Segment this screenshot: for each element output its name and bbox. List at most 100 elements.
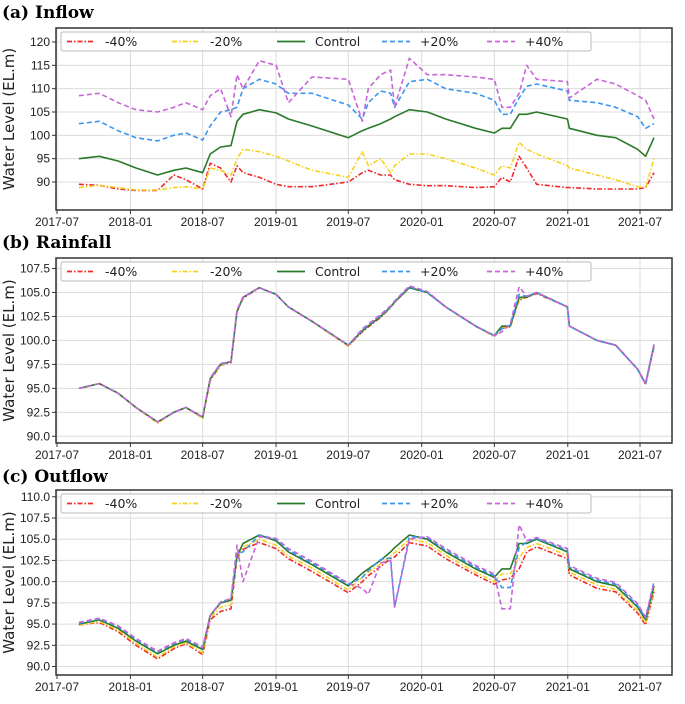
panel-rainfall: (b) Rainfall 2017-07 2018-01 2018-07 2019-0… [0, 233, 673, 462]
y-tick-label: 115 [31, 58, 50, 72]
y-tick-label: 92.5 [27, 405, 51, 419]
x-tick-label: 2021-07 [618, 448, 662, 462]
legend-item: Control [277, 496, 360, 511]
y-axis-label: Water Level (EL.m) [0, 279, 18, 421]
y-axis-label: Water Level (EL.m) [0, 511, 18, 653]
legend-label: +20% [420, 34, 458, 49]
series-line-control [78, 108, 655, 176]
legend-label: +40% [525, 34, 563, 49]
y-tick-label: 105 [30, 105, 50, 119]
y-tick-label: 120 [30, 35, 50, 49]
y-tick-label: 102.5 [20, 309, 50, 323]
legend-box [60, 493, 592, 514]
legend: -40% -20% Control +20% +40% [60, 31, 592, 52]
y-tick-label: 105.0 [20, 532, 50, 546]
series-line-plus40pct [78, 284, 655, 423]
x-tick-label: 2021-01 [546, 215, 590, 229]
legend-item: +20% [382, 264, 458, 279]
x-tick-label: 2018-01 [108, 680, 152, 694]
x-tick-label: 2017-07 [35, 448, 79, 462]
panel-title: (b) Rainfall [2, 233, 112, 253]
y-tick-label: 90.0 [27, 429, 51, 443]
legend-box [60, 31, 592, 52]
legend-label: -40% [105, 496, 137, 511]
x-tick-label: 2020-07 [472, 680, 516, 694]
x-tick-label: 2020-07 [472, 448, 516, 462]
y-tick-label: 100 [30, 128, 50, 142]
legend: -40% -20% Control +20% +40% [60, 261, 592, 282]
y-tick-label: 90.0 [27, 660, 51, 674]
y-tick-label: 110.0 [21, 490, 50, 504]
legend-label: +20% [420, 264, 458, 279]
legend-item: +40% [487, 496, 563, 511]
y-tick-label: 107.5 [20, 511, 50, 525]
y-tick-label: 100.0 [20, 575, 50, 589]
x-tick-label: 2020-01 [400, 680, 444, 694]
legend-item: Control [277, 264, 360, 279]
x-tick-label: 2019-01 [254, 680, 298, 694]
legend-label: +40% [525, 264, 563, 279]
x-tick-label: 2017-07 [35, 215, 79, 229]
y-tick-label: 92.5 [27, 638, 51, 652]
x-tick-label: 2018-07 [181, 215, 225, 229]
legend-label: -20% [210, 264, 242, 279]
series-line-plus40pct [78, 523, 655, 653]
x-tick-label: 2021-07 [618, 680, 662, 694]
x-tick-label: 2020-01 [400, 215, 444, 229]
series-line-plus40pct [78, 57, 655, 123]
plot-frame [55, 27, 673, 211]
legend: -40% -20% Control +20% +40% [60, 493, 592, 514]
x-tick-label: 2019-01 [254, 448, 298, 462]
y-tick-label: 95.0 [27, 617, 51, 631]
legend-item: -20% [172, 496, 242, 511]
y-tick-label: 105.0 [20, 286, 50, 300]
series-line-plus20pct [78, 78, 655, 142]
y-axis-label: Water Level (EL.m) [0, 48, 18, 190]
legend-item: +20% [382, 496, 458, 511]
plot-frame [55, 489, 673, 676]
legend-label: -40% [105, 264, 137, 279]
x-tick-label: 2017-07 [35, 680, 79, 694]
legend-item: +40% [487, 34, 563, 49]
y-tick-label: 100.0 [20, 333, 50, 347]
x-tick-label: 2019-01 [254, 215, 298, 229]
panel-title: (a) Inflow [2, 3, 94, 23]
series-line-minus40pct [78, 541, 655, 660]
legend-item: -40% [67, 34, 137, 49]
x-tick-label: 2021-01 [546, 680, 590, 694]
legend-item: -40% [67, 496, 137, 511]
legend-label: Control [315, 496, 360, 511]
y-tick-label: 95 [37, 152, 51, 166]
series-line-minus20pct [78, 141, 655, 191]
x-tick-label: 2019-07 [326, 215, 370, 229]
plot-area [56, 490, 672, 675]
x-tick-label: 2019-07 [326, 448, 370, 462]
legend-label: Control [315, 264, 360, 279]
x-tick-label: 2018-01 [108, 215, 152, 229]
legend-item: -20% [172, 264, 242, 279]
legend-label: -20% [210, 496, 242, 511]
y-tick-label: 110 [31, 82, 50, 96]
panel-inflow: (a) Inflow 2017-07 2018-01 2018-07 2019-01 2… [0, 3, 673, 229]
series-line-minus20pct [78, 538, 655, 659]
x-tick-label: 2018-01 [108, 448, 152, 462]
series-line-minus40pct [78, 155, 655, 192]
legend-label: Control [315, 34, 360, 49]
x-tick-label: 2020-07 [472, 215, 516, 229]
legend-box [60, 261, 592, 282]
x-tick-label: 2019-07 [326, 680, 370, 694]
legend-item: Control [277, 34, 360, 49]
legend-item: -40% [67, 264, 137, 279]
legend-label: -20% [210, 34, 242, 49]
y-tick-label: 107.5 [20, 262, 50, 276]
legend-label: +40% [525, 496, 563, 511]
legend-item: +20% [382, 34, 458, 49]
x-tick-label: 2018-07 [181, 680, 225, 694]
legend-label: +20% [420, 496, 458, 511]
x-tick-label: 2021-01 [546, 448, 590, 462]
plot-frame [55, 257, 673, 444]
legend-label: -40% [105, 34, 137, 49]
y-tick-label: 90 [37, 175, 51, 189]
x-tick-label: 2018-07 [181, 448, 225, 462]
